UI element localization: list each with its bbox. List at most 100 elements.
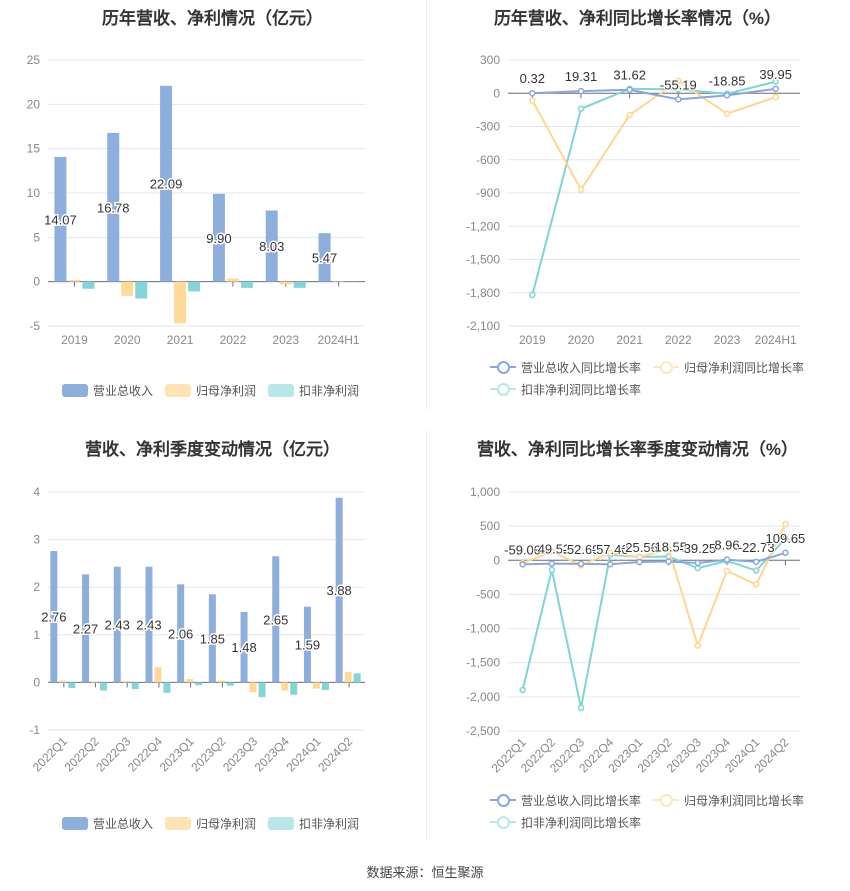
data-point <box>577 105 585 113</box>
data-label: 0.32 <box>520 71 545 86</box>
bar-deducted <box>346 281 359 283</box>
y-tick-label: -300 <box>476 120 500 134</box>
bar-revenue <box>212 193 225 282</box>
legend-swatch <box>165 383 192 397</box>
bar-deducted <box>82 281 95 289</box>
legend-item-deducted[interactable]: 扣非净利润 <box>268 812 359 834</box>
bar-net-profit <box>174 281 187 324</box>
line-marker-icon <box>490 382 516 396</box>
data-point <box>636 558 643 566</box>
x-tick-label: 2024Q2 <box>315 734 355 774</box>
x-tick-label: 2022 <box>665 333 692 347</box>
bar-deducted <box>258 682 266 698</box>
legend-item-deducted[interactable]: 扣非净利润 <box>268 379 359 401</box>
legend-item-deducted-growth[interactable]: 扣非净利润同比增长率 <box>490 811 641 833</box>
data-point <box>694 564 702 572</box>
legend-item-net-profit[interactable]: 归母净利润 <box>165 812 256 834</box>
data-point <box>577 560 585 568</box>
legend-item-revenue[interactable]: 营业总收入 <box>62 812 153 834</box>
line-deducted-growth <box>531 80 776 296</box>
data-point <box>665 545 672 553</box>
bar-revenue <box>265 210 278 282</box>
data-label: 39.95 <box>759 67 792 82</box>
data-point <box>782 549 789 557</box>
x-tick-label: 2019 <box>519 333 546 347</box>
x-tick-label: 2022 <box>220 333 247 347</box>
data-label: 16.78 <box>97 200 130 215</box>
bar-net-profit <box>122 680 130 683</box>
data-label: 31.62 <box>613 68 646 83</box>
chart-0: 25 20 15 10 5 0 -5 2019 2020 2021 2022 2023 2024H1 14… <box>27 53 365 347</box>
data-point <box>665 558 672 565</box>
data-point <box>752 581 760 588</box>
legend-item-net-growth[interactable]: 归母净利润同比增长率 <box>653 789 804 811</box>
data-label: 8.96 <box>714 538 739 553</box>
chart-title-annual-growth: 历年营收、净利同比增长率情况（%） <box>493 9 782 28</box>
x-tick-label: 2024H1 <box>318 333 360 347</box>
legend-label: 营业总收入同比增长率 <box>521 793 642 808</box>
data-label: 9.90 <box>206 231 231 246</box>
data-label: -18.85 <box>709 73 746 88</box>
data-point <box>723 92 731 99</box>
data-point <box>548 566 556 574</box>
data-point <box>772 85 779 93</box>
y-tick-label: 25 <box>27 53 41 67</box>
data-label: -22.73 <box>738 540 775 555</box>
y-tick-label: 0 <box>493 553 500 567</box>
bar-deducted <box>195 682 203 686</box>
line-net-growth <box>522 523 787 649</box>
legend-item-revenue-growth[interactable]: 营业总收入同比增长率 <box>490 789 641 811</box>
legend-swatch <box>62 816 88 830</box>
legend-quarterly-line: 营业总收入同比增长率 归母净利润同比增长率 扣非净利润同比增长率 <box>490 789 830 833</box>
legend-item-net-growth[interactable]: 归母净利润同比增长率 <box>653 356 804 378</box>
line-revenue-growth <box>532 87 776 101</box>
legend-swatch <box>268 816 295 830</box>
x-tick-label: 2019 <box>61 333 88 347</box>
data-label: 1.59 <box>295 638 320 653</box>
legend-label: 扣非净利润同比增长率 <box>521 382 642 397</box>
legend-label: 归母净利润同比增长率 <box>684 793 805 808</box>
data-label: 2.27 <box>73 621 98 636</box>
data-point <box>577 704 585 712</box>
bar-deducted <box>135 281 148 299</box>
y-tick-label: -1,000 <box>466 622 500 636</box>
bar-revenue <box>82 574 90 683</box>
data-point <box>577 186 585 193</box>
bar-net-profit <box>344 671 352 683</box>
bar-revenue <box>318 233 331 282</box>
line-deducted-growth <box>521 537 787 708</box>
legend-item-deducted-growth[interactable]: 扣非净利润同比增长率 <box>490 378 641 400</box>
y-tick-label: 0 <box>493 86 500 100</box>
data-label: 2.06 <box>168 626 193 641</box>
bar-revenue <box>303 606 311 683</box>
y-tick-label: -1,200 <box>466 219 500 233</box>
x-tick-label: 2020 <box>568 333 595 347</box>
legend-item-net-profit[interactable]: 归母净利润 <box>165 379 256 401</box>
legend-label: 归母净利润 <box>196 816 257 831</box>
bar-net-profit <box>91 681 99 683</box>
data-label: 5.47 <box>312 250 337 265</box>
chart-title-annual-revenue-profit: 历年营收、净利情况（亿元） <box>102 9 323 28</box>
bar-deducted <box>353 673 361 683</box>
y-tick-label: -2,000 <box>466 690 500 704</box>
chart-title-quarterly-growth: 营收、净利同比增长率季度变动情况（%） <box>476 440 799 459</box>
x-tick-label: 2023 <box>272 333 299 347</box>
data-label: -49.52 <box>533 542 570 557</box>
bar-revenue <box>107 132 120 282</box>
bar-net-profit <box>186 679 194 683</box>
legend-item-revenue[interactable]: 营业总收入 <box>62 379 153 401</box>
legend-label: 扣非净利润 <box>299 383 360 398</box>
data-point <box>529 89 536 97</box>
line-net-growth <box>531 79 776 192</box>
y-tick-label: -600 <box>476 153 500 167</box>
data-point <box>752 558 760 566</box>
data-point <box>675 77 682 85</box>
legend-item-revenue-growth[interactable]: 营业总收入同比增长率 <box>490 356 641 378</box>
legend-label: 营业总收入同比增长率 <box>521 360 642 375</box>
y-tick-label: -1 <box>29 723 40 737</box>
legend-swatch <box>165 816 192 830</box>
data-point <box>675 86 682 93</box>
data-label: 2.65 <box>263 612 288 627</box>
x-tick-label: 2021 <box>167 333 194 347</box>
legend-swatch <box>268 383 295 397</box>
